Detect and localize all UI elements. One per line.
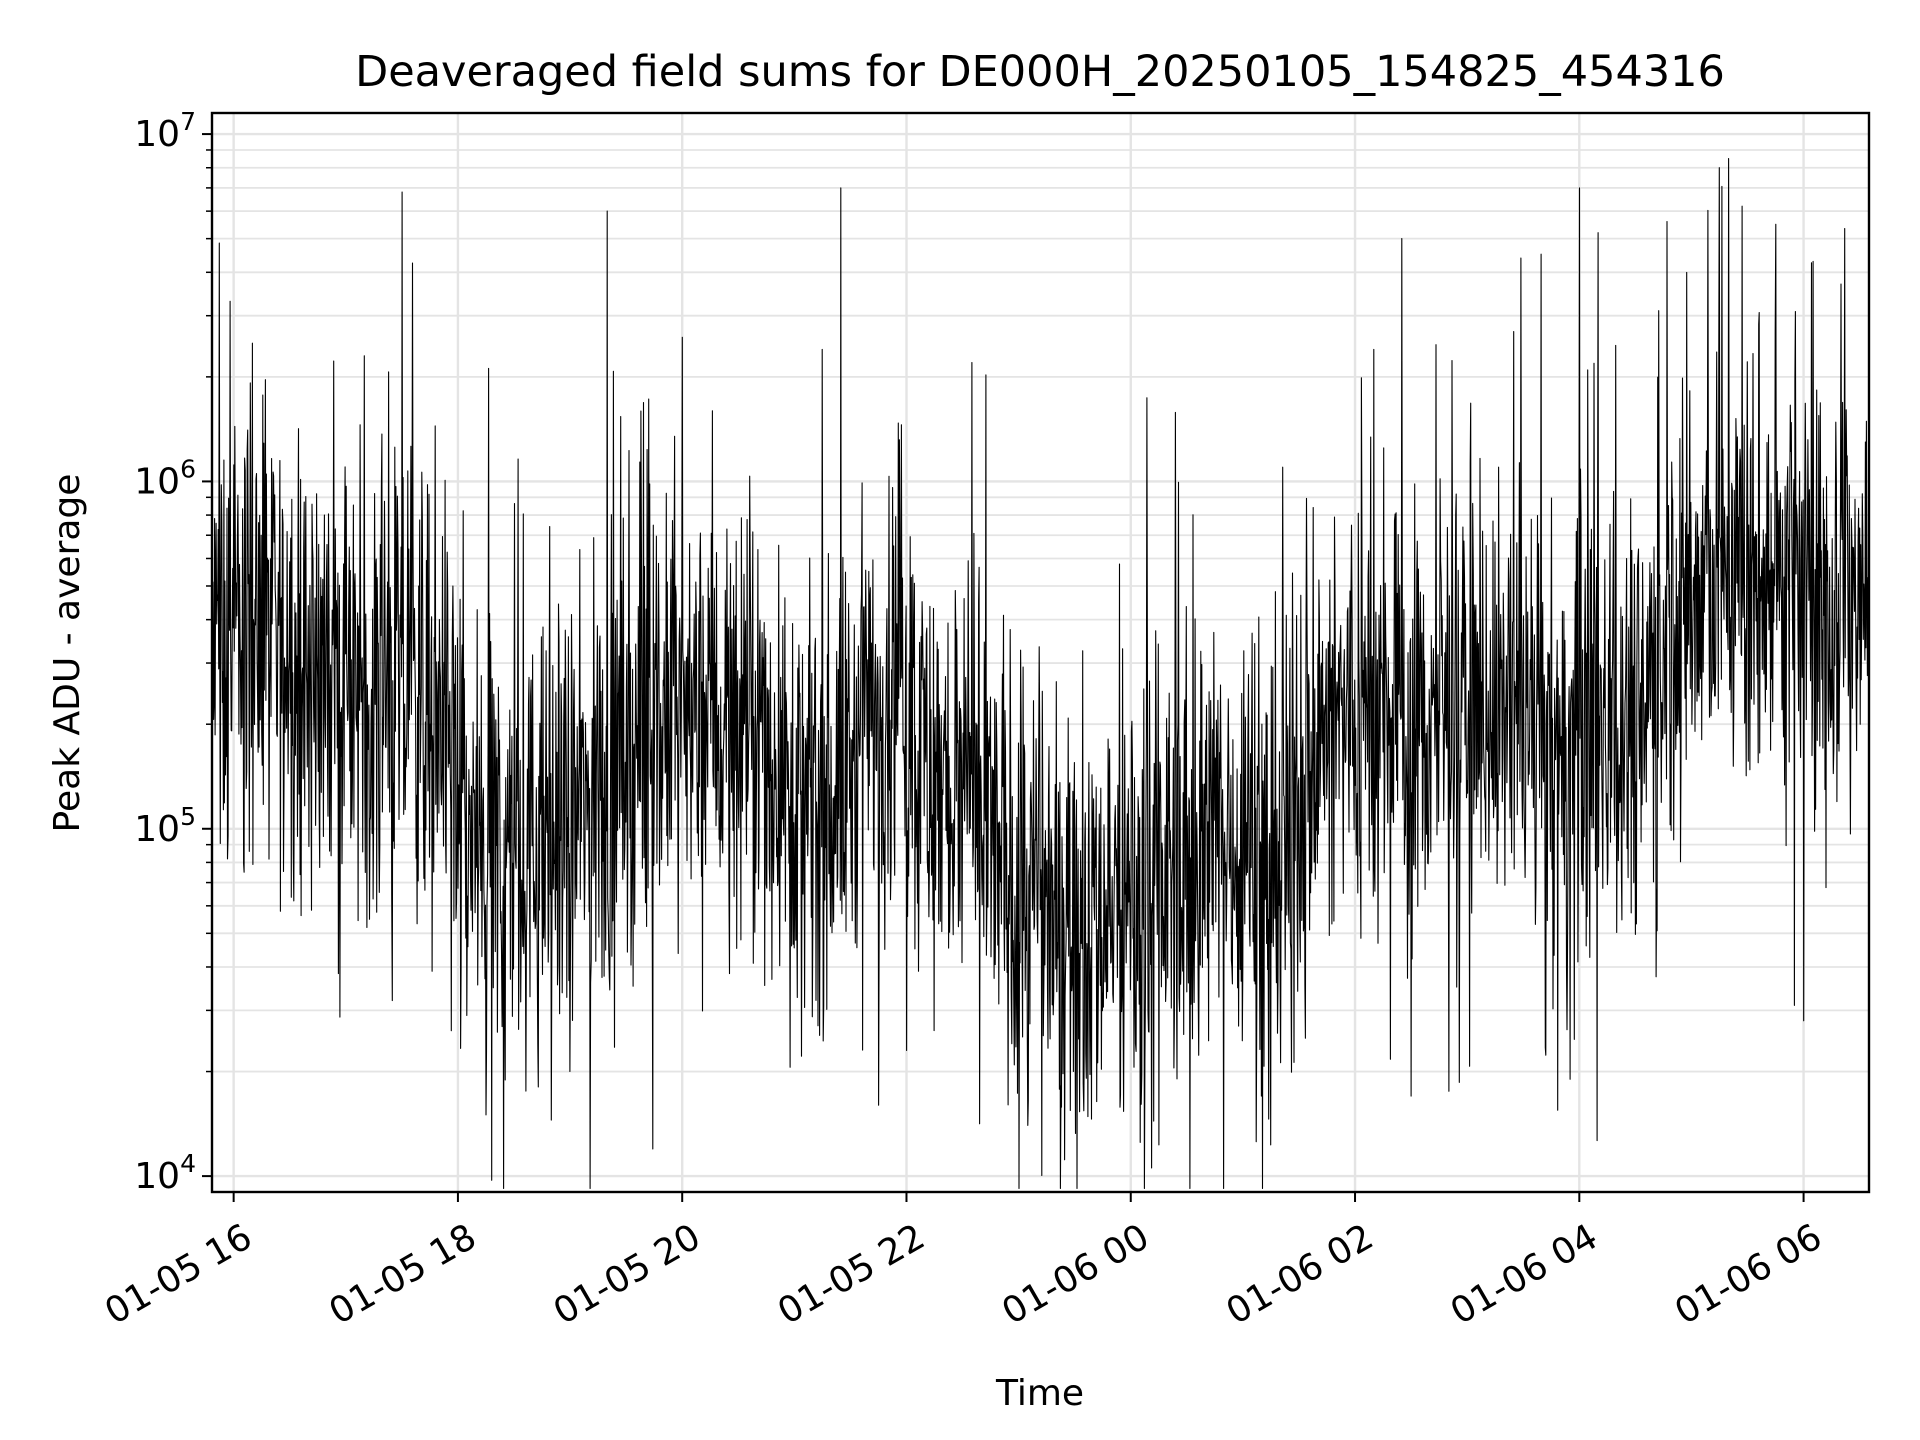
- series-line: [211, 158, 1870, 1190]
- y-tick-label: 106: [134, 454, 196, 502]
- x-axis-label: Time: [995, 1373, 1084, 1414]
- chart-title: Deaveraged field sums for DE000H_2025010…: [355, 47, 1725, 97]
- plot-frame: [210, 111, 1871, 1194]
- series-path: [211, 158, 1870, 1190]
- y-axis: 104 105 106 107: [134, 107, 212, 1197]
- y-tick-label: 107: [134, 107, 196, 155]
- y-tick-label: 104: [134, 1149, 196, 1197]
- y-axis-label: Peak ADU - average: [47, 474, 88, 833]
- y-tick-label: 105: [134, 802, 196, 850]
